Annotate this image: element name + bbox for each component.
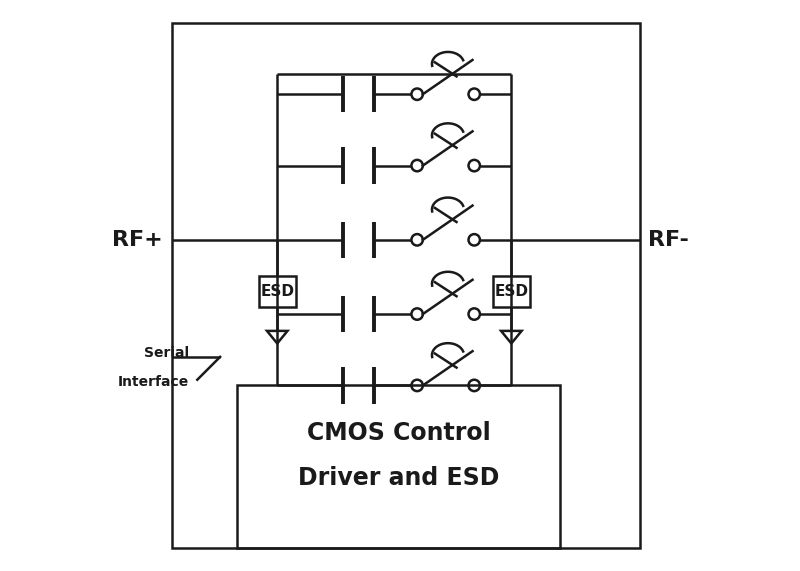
Bar: [493, 276, 530, 307]
Bar: [238, 385, 560, 548]
Text: CMOS Control: CMOS Control: [306, 420, 490, 445]
Text: Serial: Serial: [144, 345, 189, 360]
Text: RF+: RF+: [112, 230, 163, 250]
Text: RF-: RF-: [648, 230, 690, 250]
Bar: [258, 276, 296, 307]
Text: ESD: ESD: [260, 284, 294, 299]
Text: Driver and ESD: Driver and ESD: [298, 466, 499, 490]
Text: Interface: Interface: [118, 375, 189, 389]
Text: ESD: ESD: [494, 284, 528, 299]
Bar: [171, 23, 640, 548]
